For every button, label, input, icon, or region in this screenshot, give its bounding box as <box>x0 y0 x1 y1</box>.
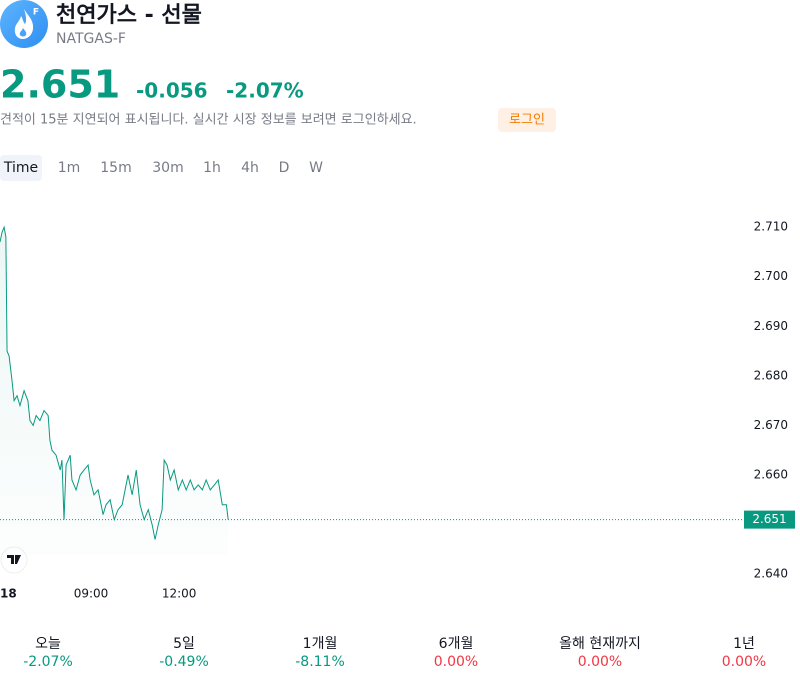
title: 천연가스 - 선물 <box>56 3 202 28</box>
symbol-icon: F <box>0 0 48 48</box>
performance-item[interactable]: 6개월 0.00% <box>434 636 478 670</box>
price: 2.651 <box>0 63 120 107</box>
performance-value[interactable]: 0.00% <box>434 654 478 670</box>
delay-notice: 견적이 15분 지연되어 표시됩니다. 실시간 시장 정보를 보려면 로그인하세… <box>0 113 417 128</box>
performance-label[interactable]: 5일 <box>173 636 195 652</box>
performance-value[interactable]: -8.11% <box>295 654 345 670</box>
performance-item[interactable]: 5일 -0.49% <box>159 636 209 670</box>
symbol: NATGAS-F <box>56 31 126 47</box>
performance-value[interactable]: -2.07% <box>23 654 73 670</box>
performance-label[interactable]: 1년 <box>733 636 755 652</box>
x-tick-label: 09:00 <box>74 587 109 601</box>
performance-label[interactable]: 6개월 <box>439 636 474 652</box>
tab[interactable]: 15m <box>100 160 131 176</box>
last-price-box <box>744 510 795 529</box>
performance-label[interactable]: 1개월 <box>303 636 338 652</box>
tab[interactable]: D <box>279 160 290 176</box>
price-line <box>0 225 229 540</box>
area <box>0 227 229 556</box>
y-tick-label: 2.690 <box>754 319 788 333</box>
tab[interactable]: Time <box>3 160 38 176</box>
tab[interactable]: 4h <box>241 160 259 176</box>
performance-item[interactable]: 오늘 -2.07% <box>23 636 73 670</box>
login-label[interactable]: 로그인 <box>509 113 545 128</box>
y-tick-label: 2.680 <box>754 368 788 382</box>
performance-label[interactable]: 올해 현재까지 <box>559 636 641 652</box>
svg-text:F: F <box>33 8 39 18</box>
y-tick-label: 2.700 <box>754 269 788 283</box>
y-tick-label: 2.670 <box>754 418 788 432</box>
tab[interactable]: W <box>309 160 323 176</box>
performance-value[interactable]: 0.00% <box>578 654 622 670</box>
performance-item[interactable]: 올해 현재까지 0.00% <box>559 636 641 670</box>
tab[interactable]: 1m <box>58 160 81 176</box>
x-tick-label: 12:00 <box>162 587 197 601</box>
y-tick-label: 2.640 <box>754 567 788 581</box>
last-price-label: 2.651 <box>752 512 786 526</box>
y-tick-label: 2.660 <box>754 468 788 482</box>
change-percent: -2.07% <box>226 79 304 103</box>
performance-value[interactable]: -0.49% <box>159 654 209 670</box>
x-tick-label: 18 <box>0 587 17 601</box>
y-tick-label: 2.710 <box>754 220 788 234</box>
change: -0.056 <box>136 79 208 103</box>
performance-item[interactable]: 1년 0.00% <box>722 636 766 670</box>
performance-value[interactable]: 0.00% <box>722 654 766 670</box>
performance-item[interactable]: 1개월 -8.11% <box>295 636 345 670</box>
tab-selected-bg <box>0 155 42 181</box>
tab[interactable]: 1h <box>203 160 221 176</box>
tab[interactable]: 30m <box>152 160 183 176</box>
performance-label[interactable]: 오늘 <box>35 636 61 652</box>
login-button[interactable]: 로그인 <box>498 108 556 132</box>
